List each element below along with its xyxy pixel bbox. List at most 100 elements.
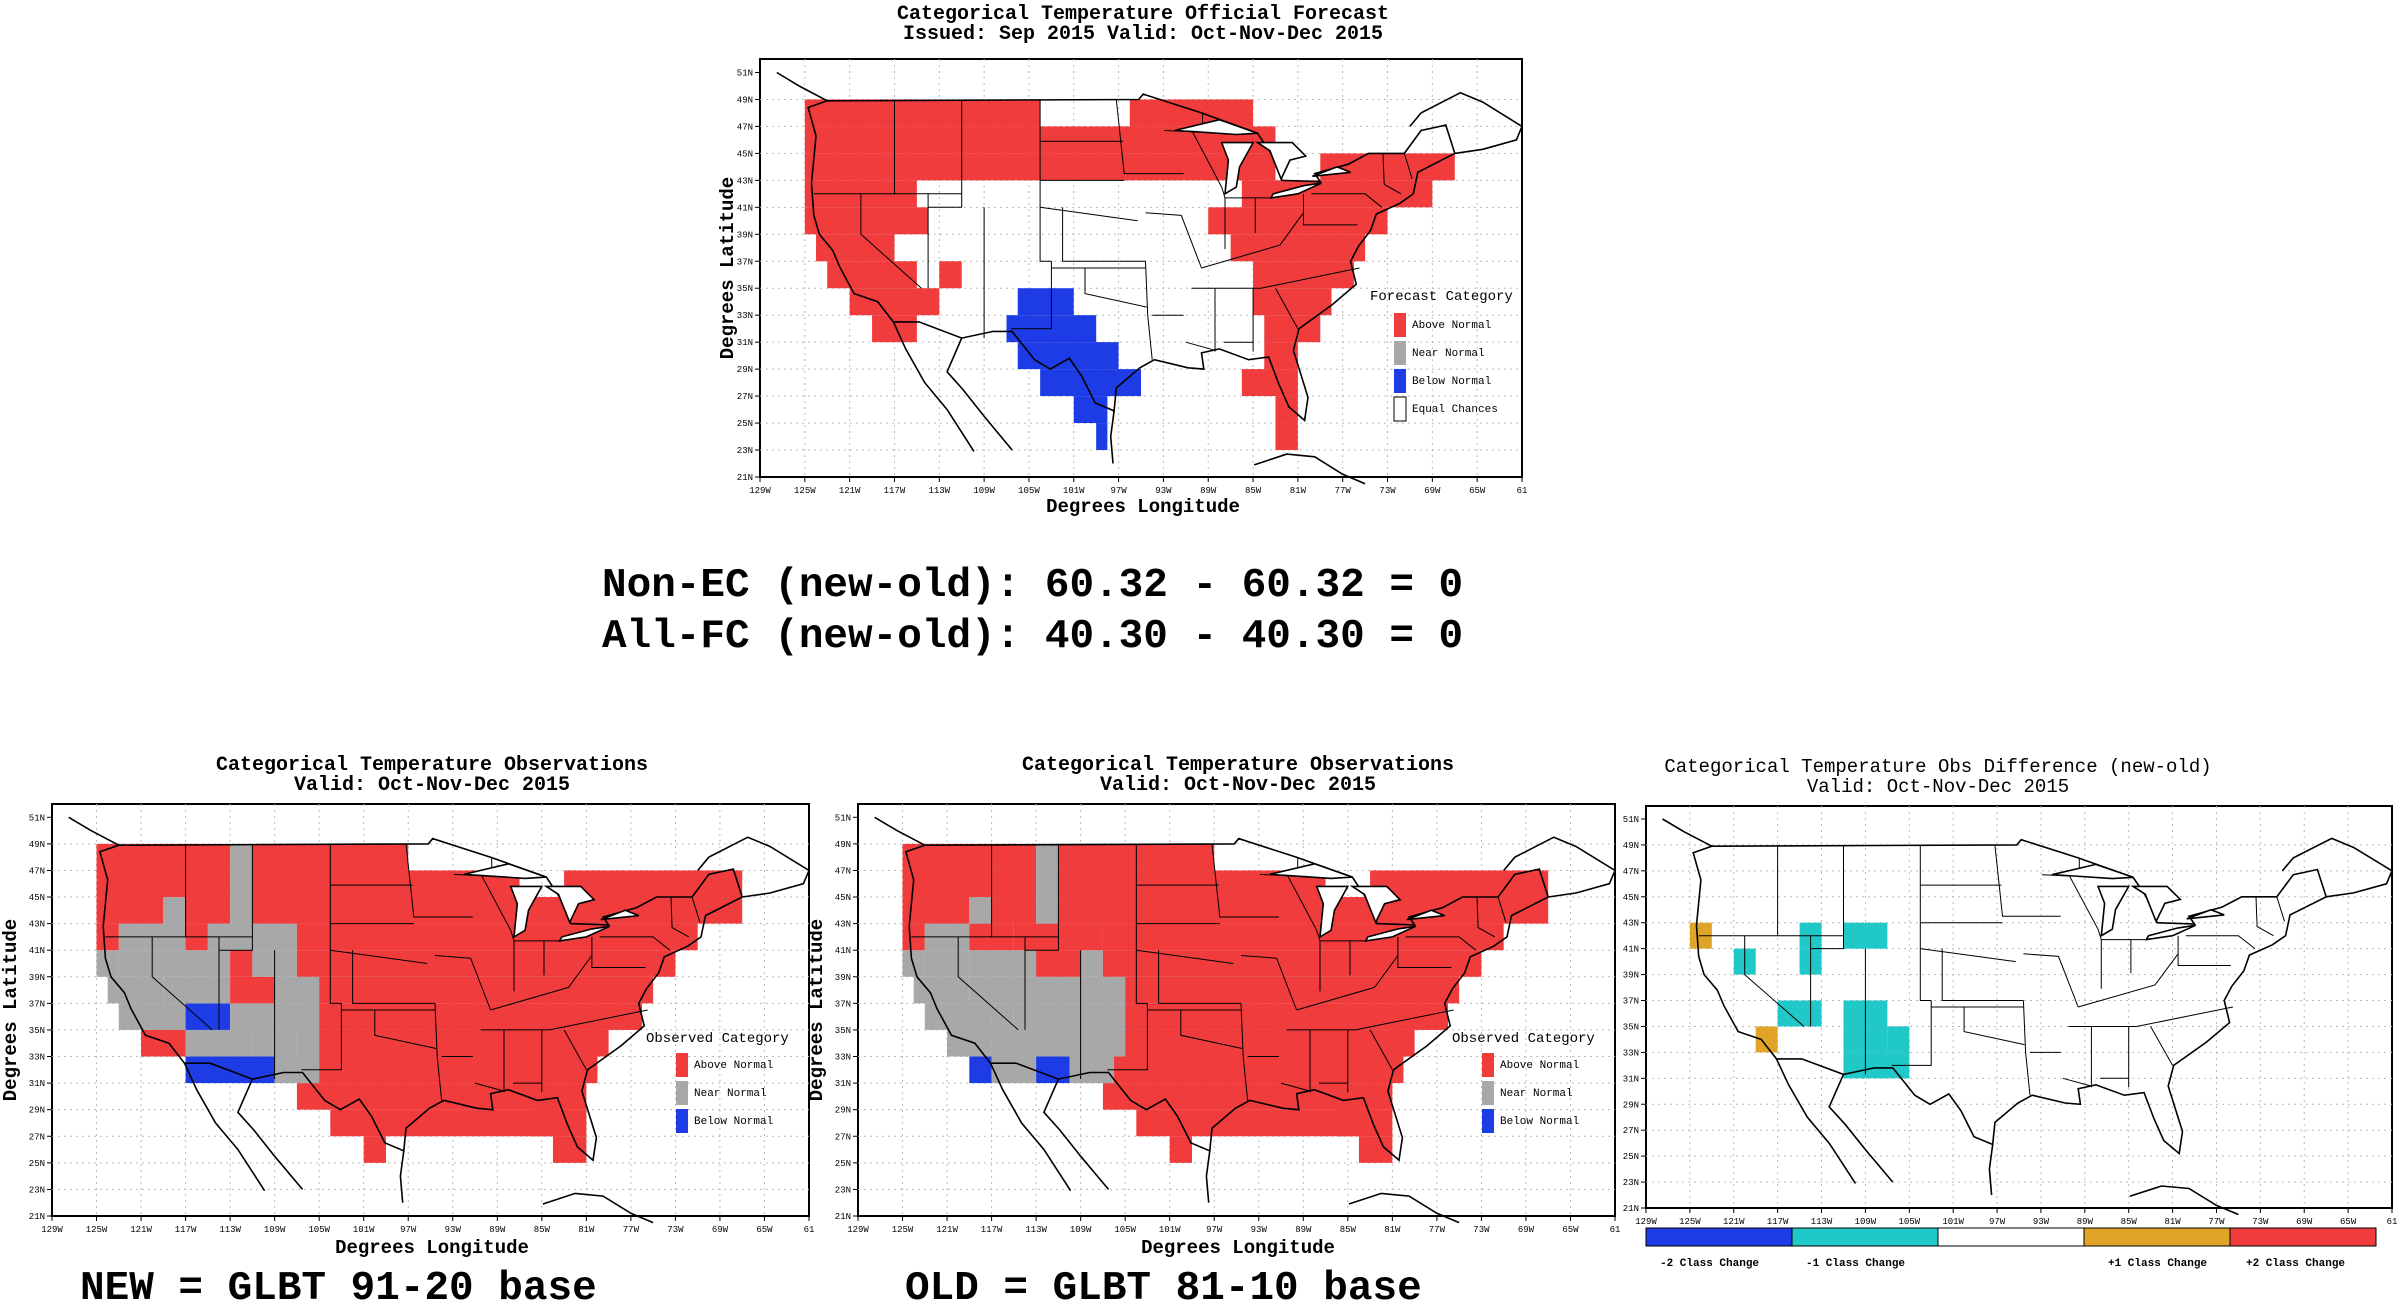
category-cell-near (1080, 950, 1103, 977)
category-cell-near (118, 1003, 186, 1030)
state-boundary (1405, 936, 1477, 951)
category-cell-below (969, 1056, 992, 1084)
lat-tick-label: 37N (1623, 997, 1639, 1007)
forecast-legend-above: Above Normal (1412, 320, 1491, 332)
lat-tick-label: 21N (835, 1212, 851, 1222)
great-lake (1312, 166, 1351, 178)
lon-tick-label: 117W (175, 1225, 197, 1235)
category-cell-above (319, 1056, 598, 1084)
lat-tick-label: 49N (737, 95, 753, 105)
state-boundary (860, 193, 922, 289)
lon-tick-label: 61 (1517, 486, 1528, 496)
lon-tick-label: 89W (489, 1225, 506, 1235)
category-cell-below (185, 1056, 219, 1084)
forecast-legend-title: Forecast Category (1370, 289, 1513, 305)
great-lake (1269, 862, 1353, 880)
state-boundary (330, 949, 428, 964)
coastline (989, 1062, 1072, 1192)
forecast-ylabel: Degrees Latitude (717, 177, 739, 359)
forecast-map: Categorical Temperature Official Forecas… (717, 3, 1527, 518)
lon-tick-label: 77W (1335, 486, 1352, 496)
coastline (1348, 1192, 1460, 1224)
great-lake (2186, 908, 2225, 920)
lat-tick-label: 45N (737, 149, 753, 159)
category-cell-above (230, 950, 253, 977)
state-boundary (490, 955, 593, 1011)
lat-tick-label: 39N (1623, 971, 1639, 981)
lon-tick-label: 105W (1898, 1217, 1920, 1227)
category-cell-above (1125, 1003, 1449, 1030)
great-lake (1174, 118, 1258, 136)
coastline (1988, 1144, 1994, 1196)
lat-tick-label: 21N (1623, 1204, 1639, 1214)
lat-tick-label: 33N (835, 1053, 851, 1063)
state-boundary (599, 936, 671, 951)
state-boundary (563, 1029, 587, 1071)
category-cell-above (96, 843, 231, 871)
lon-tick-label: 93W (1251, 1225, 1268, 1235)
lon-tick-label: 113W (1025, 1225, 1047, 1235)
category-cell-above (185, 897, 231, 924)
lon-tick-label: 73W (1473, 1225, 1490, 1235)
great-lake (2051, 863, 2134, 880)
diff-title: Categorical Temperature Obs Difference (… (1664, 756, 2211, 778)
category-cell-near (185, 1029, 253, 1057)
state-boundary (1240, 1003, 1249, 1101)
state-boundary (1280, 1082, 1311, 1092)
lon-tick-label: 81W (2164, 1217, 2181, 1227)
state-boundary (434, 1003, 443, 1101)
lat-tick-label: 31N (1623, 1074, 1639, 1084)
state-boundary (1476, 896, 1496, 938)
state-boundary (1275, 287, 1299, 329)
category-cell-above (816, 234, 895, 262)
coastline (236, 1078, 304, 1190)
state-boundary (1180, 1010, 1243, 1049)
lon-tick-label: 109W (1070, 1225, 1092, 1235)
obs-new-title: Categorical Temperature Observations (216, 754, 648, 777)
forecast-subtitle: Issued: Sep 2015 Valid: Oct-Nov-Dec 2015 (903, 23, 1383, 46)
lat-tick-label: 27N (1623, 1126, 1639, 1136)
obs-old-legend-title: Observed Category (1452, 1031, 1595, 1047)
obs-old-legend-above: Above Normal (1500, 1060, 1579, 1072)
obs-old-title: Categorical Temperature Observations (1022, 754, 1454, 777)
lat-tick-label: 51N (737, 68, 753, 78)
great-lake (2144, 924, 2196, 941)
lat-tick-label: 43N (1623, 919, 1639, 929)
state-boundary (670, 896, 690, 938)
obs-old-legend-near: Near Normal (1500, 1088, 1573, 1100)
category-cell-above (1370, 870, 1549, 898)
category-cell-above (1036, 950, 1081, 977)
state-boundary (1403, 153, 1413, 180)
state-boundary (329, 843, 342, 1004)
great-lake (509, 885, 544, 939)
category-cell-above (804, 207, 929, 235)
category-cell-near (163, 976, 231, 1004)
category-cell-minus1 (1843, 922, 1888, 949)
category-cell-above (230, 976, 275, 1004)
diff-colorbar-minus2: -2 Class Change (1660, 1258, 1759, 1270)
coastline (399, 1150, 405, 1203)
lon-tick-label: 81W (1290, 486, 1307, 496)
lat-tick-label: 41N (29, 946, 45, 956)
state-boundary (480, 1009, 648, 1031)
state-boundary (301, 1003, 342, 1071)
category-cell-near (991, 1056, 1037, 1084)
lon-tick-label: 73W (2252, 1217, 2269, 1227)
lon-tick-label: 109W (1855, 1217, 1877, 1227)
state-boundary (1369, 1029, 1393, 1071)
category-cell-above (1264, 342, 1298, 370)
category-cell-above (1275, 423, 1298, 451)
state-boundary (1115, 99, 1184, 175)
state-boundary (352, 950, 435, 1004)
coastline (183, 1062, 266, 1192)
lon-tick-label: 117W (1767, 1217, 1789, 1227)
category-cell-above (1114, 1056, 1404, 1084)
diff-colorbar: -2 Class Change -1 Class Change +1 Class… (1645, 1227, 2377, 1270)
lon-tick-label: 77W (2208, 1217, 2225, 1227)
lon-tick-label: 129W (847, 1225, 869, 1235)
coastline (1205, 1150, 1211, 1203)
lat-tick-label: 39N (29, 973, 45, 983)
lon-tick-label: 69W (1424, 486, 1441, 496)
lon-tick-label: 93W (2033, 1217, 2050, 1227)
